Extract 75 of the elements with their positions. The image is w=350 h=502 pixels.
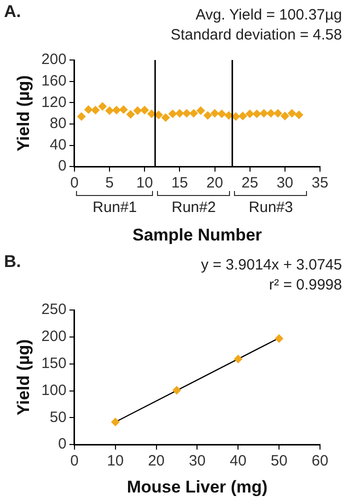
point: [84, 105, 93, 114]
point: [234, 354, 242, 364]
x-axis-title: Sample Number: [132, 225, 262, 244]
point: [210, 109, 219, 118]
point: [274, 334, 284, 343]
point: [172, 386, 181, 394]
x-tick-label: 60: [312, 452, 328, 470]
point: [294, 110, 304, 119]
y-tick-label: 150: [41, 354, 66, 372]
x-tick-label: 30: [276, 174, 294, 192]
text: Avg. Yield = 100.37µg: [196, 6, 342, 24]
point: [119, 105, 128, 114]
point: [204, 111, 212, 120]
point: [260, 109, 268, 118]
y-tick-label: 120: [41, 94, 66, 111]
x-tick-label: 30: [188, 452, 206, 470]
x-tick-label: 10: [136, 174, 153, 192]
point: [288, 109, 296, 118]
text: Run#3: [248, 199, 293, 216]
point: [126, 110, 135, 118]
point: [218, 110, 226, 118]
x-tick-label: 25: [241, 174, 258, 192]
x-tick-label: 10: [107, 452, 124, 470]
y-tick-label: 200: [41, 328, 66, 346]
point: [246, 110, 254, 118]
point: [280, 112, 290, 120]
x-tick-label: 20: [206, 174, 224, 192]
x-tick-label: 50: [270, 452, 288, 470]
point: [154, 110, 163, 119]
point: [196, 106, 205, 115]
point: [190, 109, 198, 118]
text: r² = 0.9998: [269, 276, 342, 294]
point: [232, 112, 240, 121]
point: [224, 111, 233, 120]
y-tick-label: 50: [50, 408, 66, 426]
chart-title: B.: [4, 252, 21, 272]
point: [252, 110, 261, 118]
point: [182, 109, 191, 118]
point: [162, 113, 170, 122]
y-axis-title: Yield (µg): [14, 339, 33, 416]
point: [176, 109, 184, 118]
point: [98, 102, 107, 110]
x-tick-label: 20: [148, 452, 165, 470]
x-tick-label: 0: [70, 452, 79, 470]
y-axis-title: Yield (µg): [14, 75, 33, 152]
point: [274, 109, 282, 118]
point: [266, 109, 275, 118]
text: Standard deviation = 4.58: [170, 26, 342, 44]
y-tick-label: 100: [41, 382, 66, 399]
y-tick-label: 250: [41, 301, 66, 318]
x-tick-label: 15: [171, 174, 188, 192]
point: [140, 106, 149, 114]
y-tick-label: 160: [41, 72, 66, 90]
point: [91, 106, 100, 114]
y-tick-label: 40: [50, 136, 66, 154]
y-tick-label: 0: [58, 158, 66, 175]
point: [105, 106, 114, 115]
point: [238, 112, 247, 120]
point: [77, 112, 86, 121]
y-tick-label: 0: [58, 436, 66, 453]
x-tick-label: 35: [312, 174, 328, 192]
point: [112, 106, 121, 114]
x-axis-title: Mouse Liver (mg): [126, 477, 268, 496]
x-tick-label: 5: [105, 174, 114, 192]
text: y = 3.9014x + 3.0745: [201, 256, 342, 274]
x-tick-label: 0: [70, 174, 79, 192]
x-tick-label: 40: [230, 452, 246, 470]
point: [111, 418, 120, 426]
point: [133, 106, 142, 115]
point: [168, 110, 177, 118]
text: Run#2: [172, 199, 216, 216]
chart-title: A.: [4, 2, 21, 22]
text: Run#1: [92, 199, 137, 216]
y-tick-label: 80: [50, 115, 66, 132]
y-tick-label: 200: [41, 51, 66, 68]
